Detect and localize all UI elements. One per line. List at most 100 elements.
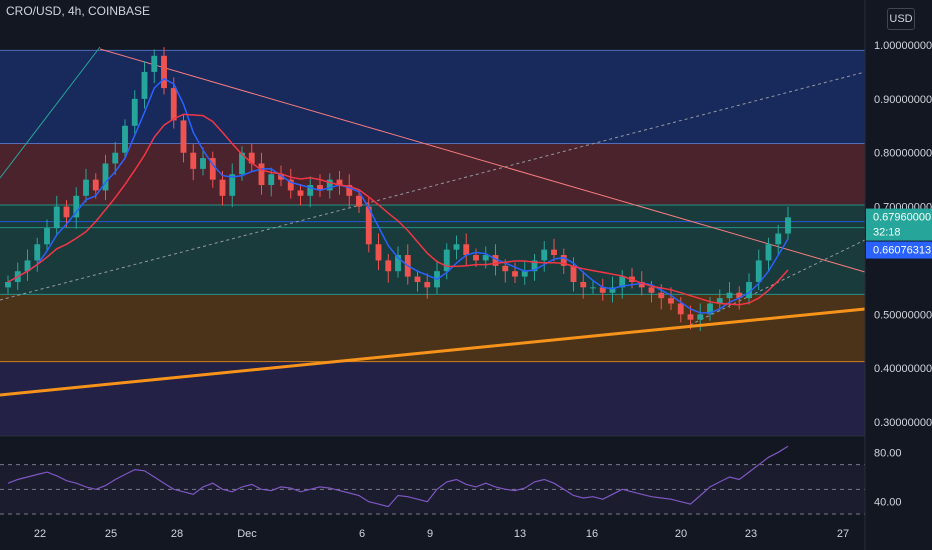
candle-body (707, 303, 713, 315)
price-tick-label: 0.80000000 (874, 148, 932, 160)
time-tick-label: 20 (675, 528, 687, 540)
candle-body (677, 303, 684, 315)
time-axis: 22 25 28 Dec 6 9 13 16 20 23 27 (34, 528, 849, 540)
candle-body (5, 281, 11, 288)
candle-body (648, 287, 655, 293)
candle-body (356, 195, 362, 207)
time-tick-label: 13 (514, 528, 526, 540)
last-price-badge (866, 208, 932, 241)
candle-body (697, 314, 704, 320)
ma-value-badge (866, 241, 932, 259)
candle-body (492, 255, 499, 266)
candle-body (229, 174, 236, 196)
candle-body (141, 71, 148, 99)
candle-body (736, 292, 743, 299)
time-tick-label: Dec (237, 528, 257, 540)
candle-body (638, 281, 645, 288)
candle-body (658, 292, 665, 299)
candle-body (112, 152, 119, 164)
candle-body (375, 244, 382, 261)
descending-trendline (99, 48, 866, 273)
candle-body (473, 255, 479, 261)
candle-body (512, 271, 518, 277)
candle-body (414, 276, 421, 282)
price-badges: 0.67960000 32:18 0.66076313 (866, 208, 932, 259)
candle-body (44, 228, 50, 245)
candle-body (53, 206, 60, 229)
candle-body (453, 244, 460, 250)
time-tick-label: 25 (105, 528, 117, 540)
symbol-title: CRO/USD, 4h, COINBASE (6, 4, 151, 18)
trendlines (0, 307, 866, 397)
candle-body (619, 276, 626, 288)
ma-fast-line (7, 77, 789, 314)
time-tick-label: 28 (171, 528, 183, 540)
candle-body (726, 292, 733, 299)
time-tick-label: 6 (359, 528, 365, 540)
rsi-panel (0, 445, 865, 515)
candle-body (73, 195, 80, 218)
time-tick-label: 16 (586, 528, 598, 540)
candle-body (395, 255, 401, 272)
candle-body (297, 190, 304, 196)
time-tick-label: 22 (34, 528, 46, 540)
fib-anchor-line (0, 46, 101, 179)
candle-body (219, 179, 226, 196)
last-price-label: 0.67960000 (873, 212, 931, 224)
moving-averages (7, 77, 789, 314)
candle-body (122, 125, 128, 153)
candle-body (668, 298, 674, 304)
price-tick-label: 0.90000000 (874, 94, 932, 106)
price-tick-label: 1.00000000 (874, 40, 932, 52)
candle-body (180, 120, 187, 153)
candle-body (346, 185, 353, 196)
candle-body (239, 152, 245, 175)
candle-body (765, 244, 772, 261)
candle-body (755, 260, 762, 282)
candle-body (190, 152, 197, 169)
candle-body (151, 55, 158, 72)
candle-body (746, 281, 752, 299)
candle-body (599, 287, 606, 293)
candle-body (560, 255, 567, 266)
candle-body (775, 233, 782, 245)
candle-body (551, 249, 557, 256)
candle-body (531, 260, 538, 272)
countdown-label: 32:18 (873, 227, 901, 239)
rsi-tick-label: 80.00 (874, 447, 902, 459)
candle-body (424, 281, 431, 288)
candle-body (521, 271, 528, 277)
candle-body (326, 179, 333, 191)
time-tick-label: 23 (745, 528, 757, 540)
candle-body (209, 158, 216, 180)
candle-body (24, 260, 31, 272)
candle-body (268, 174, 275, 186)
drawing-lines (0, 46, 866, 363)
candle-body (443, 249, 450, 272)
candle-body (687, 314, 694, 320)
fib-zone-0 (0, 50, 865, 144)
candle-body (131, 98, 138, 126)
dashed-channel-upper (0, 71, 866, 301)
ma-value-label: 0.66076313 (873, 245, 931, 257)
candle-body (365, 206, 372, 245)
candle-body (63, 206, 70, 218)
candle-body (482, 255, 489, 261)
candle-body (287, 179, 294, 191)
candle-body (34, 244, 41, 261)
candle-body (278, 174, 284, 180)
fib-zone-4 (0, 361, 865, 436)
rsi-tick-label: 40.00 (874, 497, 902, 509)
rsi-axis: 80.00 40.00 (874, 447, 902, 508)
candle-body (580, 281, 587, 288)
candle-body (463, 244, 470, 256)
currency-button[interactable]: USD (887, 8, 915, 30)
fib-zone-3 (0, 294, 865, 362)
time-tick-label: 27 (837, 528, 849, 540)
candle-body (502, 265, 509, 272)
candle-body (102, 163, 109, 191)
candle-body (307, 185, 314, 196)
candle-body (716, 298, 723, 304)
candle-body (161, 55, 167, 89)
